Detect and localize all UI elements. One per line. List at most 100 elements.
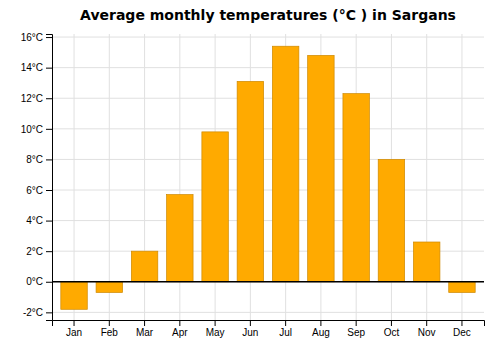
tick-label: Jun: [242, 327, 258, 338]
tick-mark: [285, 320, 286, 326]
bar: [378, 159, 404, 281]
tick-mark: [426, 320, 427, 326]
tick-label: 0°C: [26, 276, 43, 287]
bar: [237, 81, 263, 281]
tick-mark: [46, 129, 52, 130]
tick-label: May: [206, 327, 225, 338]
tick: 6°C: [26, 185, 52, 196]
tick-mark: [215, 320, 216, 326]
tick-label: 2°C: [26, 246, 43, 257]
tick: Aug: [312, 320, 330, 338]
tick-label: Mar: [136, 327, 154, 338]
bar: [343, 94, 369, 282]
bar: [449, 282, 475, 293]
tick-label: 16°C: [21, 32, 43, 43]
tick-label: 14°C: [21, 62, 43, 73]
tick: Jun: [242, 320, 258, 338]
grid-line: [52, 159, 484, 160]
axis-line: [46, 35, 53, 321]
tick-mark: [356, 320, 357, 326]
axis-line: [53, 321, 485, 327]
grid-line: [52, 98, 484, 99]
tick: 8°C: [26, 154, 52, 165]
tick: Nov: [418, 320, 436, 338]
tick-label: Apr: [172, 327, 188, 338]
y-axis: -2°C 0°C 2°C 4°C 6°C 8°C 10°C 12°C 14°C 16°C: [21, 32, 53, 321]
tick-mark: [250, 320, 251, 326]
tick-label: Sep: [347, 327, 365, 338]
title: Average monthly temperatures (°C ) in Sa…: [80, 7, 456, 23]
grid-line: [52, 67, 484, 68]
tick-mark: [144, 320, 145, 326]
tick: Apr: [172, 320, 188, 338]
tick: Mar: [136, 320, 154, 338]
tick: 12°C: [21, 93, 52, 104]
grid-line: [52, 37, 484, 38]
tick-label: 10°C: [21, 124, 43, 135]
tick-label: Oct: [384, 327, 400, 338]
bar: [308, 55, 334, 281]
tick-mark: [461, 320, 462, 326]
tick-label: 8°C: [26, 154, 43, 165]
tick-label: 6°C: [26, 185, 43, 196]
tick-label: Dec: [453, 327, 471, 338]
tick-mark: [74, 320, 75, 326]
tick-label: 4°C: [26, 215, 43, 226]
tick: May: [206, 320, 225, 338]
grid-line: [52, 190, 484, 191]
tick-mark: [46, 282, 52, 283]
tick-label: Aug: [312, 327, 330, 338]
grid-line: [52, 312, 484, 313]
tick: 4°C: [26, 215, 52, 226]
tick: Jan: [66, 320, 82, 338]
grid-line: [52, 220, 484, 221]
bar: [61, 282, 87, 310]
tick-mark: [46, 312, 52, 313]
bar: [167, 195, 193, 282]
tick: Oct: [384, 320, 400, 338]
tick: 10°C: [21, 124, 52, 135]
tick: Sep: [347, 320, 365, 338]
tick: 0°C: [26, 276, 52, 287]
grid-line: [74, 34, 75, 320]
tick-mark: [46, 68, 52, 69]
bar: [202, 132, 228, 282]
tick-label: Feb: [101, 327, 119, 338]
tick-label: Jul: [279, 327, 292, 338]
chart: -2°C 0°C 2°C 4°C 6°C 8°C 10°C 12°C 14°C 16°C Jan Fe…: [0, 0, 500, 350]
tick-mark: [46, 37, 52, 38]
tick-mark: [46, 159, 52, 160]
bar: [413, 242, 439, 282]
tick: Feb: [101, 320, 119, 338]
tick-label: 12°C: [21, 93, 43, 104]
tick: Dec: [453, 320, 471, 338]
tick: Jul: [279, 320, 292, 338]
tick: 2°C: [26, 246, 52, 257]
tick-mark: [46, 98, 52, 99]
tick-mark: [179, 320, 180, 326]
zero-line: [52, 281, 484, 283]
bar: [272, 46, 298, 282]
tick-mark: [46, 190, 52, 191]
tick-label: Jan: [66, 327, 82, 338]
tick-mark: [109, 320, 110, 326]
bar: [131, 251, 157, 282]
tick: 16°C: [21, 32, 52, 43]
tick-mark: [46, 251, 52, 252]
tick-mark: [391, 320, 392, 326]
tick-mark: [320, 320, 321, 326]
tick-mark: [46, 221, 52, 222]
bar: [96, 282, 122, 293]
grid: [52, 34, 484, 320]
grid-line: [109, 34, 110, 320]
tick-label: -2°C: [23, 307, 43, 318]
x-axis: Jan Feb Mar Apr May Jun Jul Aug Sep Oct Nov Dec: [53, 320, 485, 338]
grid-line: [52, 128, 484, 129]
grid-line: [461, 34, 462, 320]
tick: 14°C: [21, 62, 52, 73]
bars: [52, 46, 484, 309]
grid-line: [52, 281, 484, 282]
plot: -2°C 0°C 2°C 4°C 6°C 8°C 10°C 12°C 14°C 16°C Jan Fe…: [21, 32, 485, 338]
tick: -2°C: [23, 307, 52, 318]
tick-label: Nov: [418, 327, 436, 338]
